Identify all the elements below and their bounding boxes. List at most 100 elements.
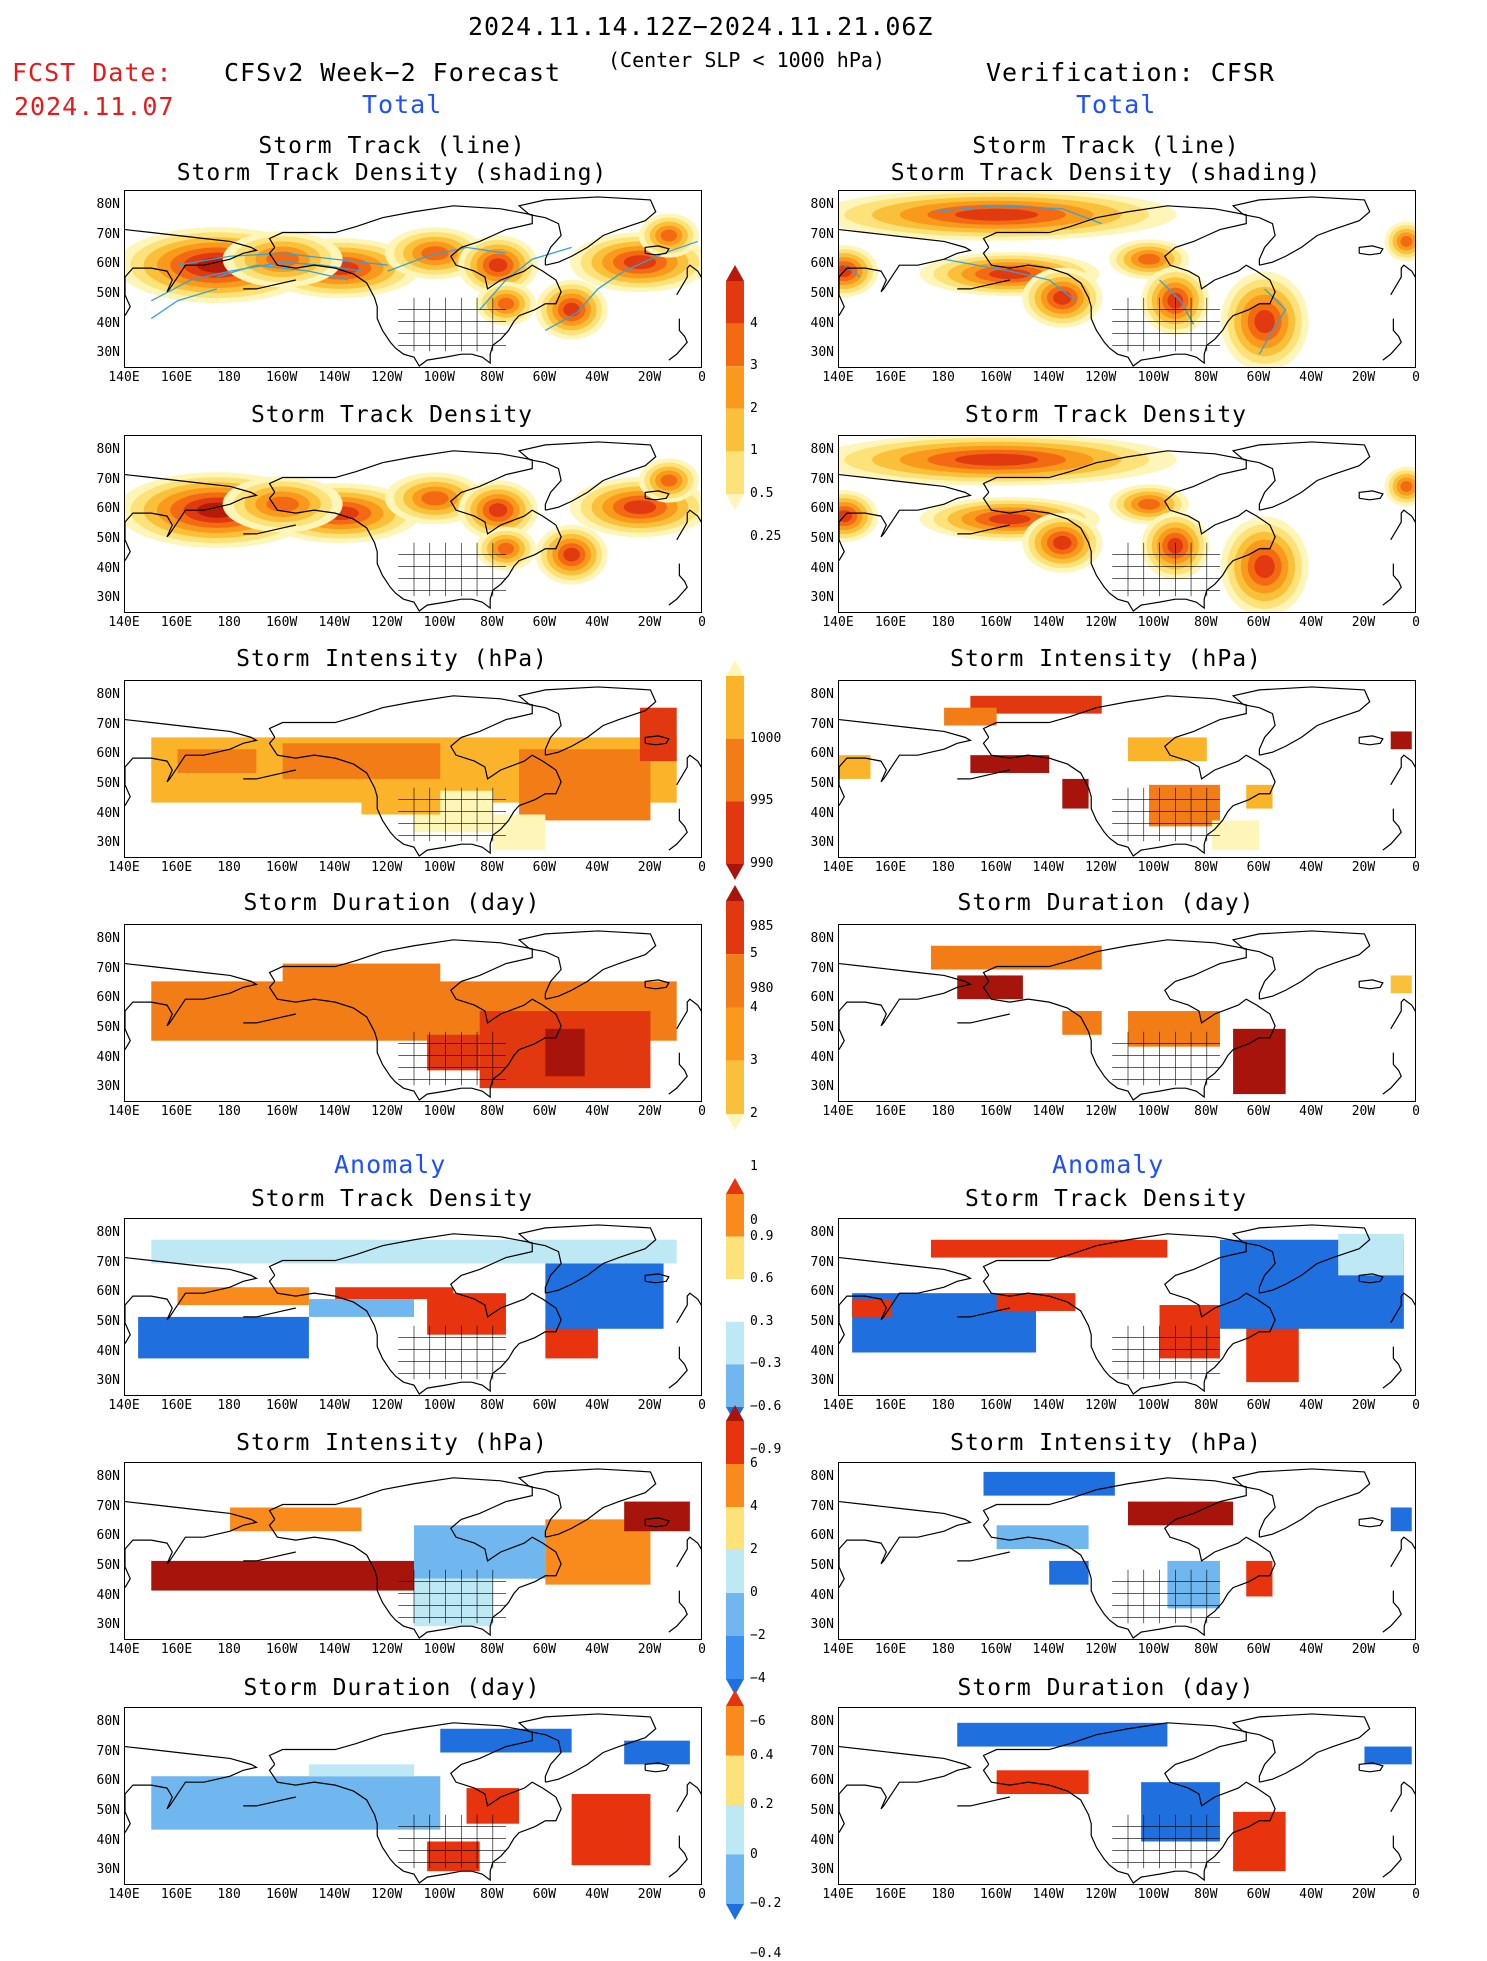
map-panel-forecast-4 [124,924,702,1102]
colorbar-label: 2 [750,1106,758,1121]
lon-tick-label: 160W [265,1398,298,1413]
map-panel-verification-6 [838,1462,1416,1640]
lon-tick-label: 180 [217,615,241,630]
colorbar-label: −2 [750,1628,766,1643]
lat-tick-label: 40N [96,1832,120,1848]
colorbar-label: −6 [750,1714,766,1729]
lon-tick-label: 0 [698,370,706,385]
lon-tick-label: 120W [371,1104,403,1119]
grid-cell [1246,1322,1299,1383]
lon-tick-label: 100W [1137,1642,1169,1657]
colorbar-label: −0.3 [750,1356,782,1372]
colorbar-label: 0.25 [750,528,782,544]
lon-tick-label: 140W [318,1104,350,1119]
colorbar-label: 3 [750,1052,758,1068]
coastline [676,509,701,541]
lat-tick-label: 40N [810,1587,834,1603]
lon-tick-label: 60W [1246,370,1271,385]
lon-tick-label: 20W [637,1642,662,1657]
lat-tick-label: 50N [96,1019,120,1035]
colorbar-swatch [726,366,744,409]
colorbar-label: 0.5 [750,486,774,501]
lon-tick-label: 0 [1412,370,1420,385]
lon-tick-label: 140E [108,1887,140,1902]
coastline [268,450,562,612]
coastline [1382,318,1402,361]
lat-tick-label: 80N [810,1713,834,1729]
lon-tick-label: 140E [108,615,140,630]
colorbar-swatch [726,864,744,880]
coastline [1358,1517,1384,1528]
grid-cell [1246,784,1273,809]
colorbar-label: 990 [750,856,774,871]
lon-tick-label: 140W [1032,370,1064,385]
colorbar-label: −0.2 [750,1896,782,1911]
coastline [982,450,1276,612]
coastline [644,245,670,256]
coastline [1231,1224,1371,1294]
coastline [1231,686,1371,756]
lon-tick-label: 180 [217,1398,241,1413]
lon-tick-label: 120W [1085,1887,1117,1902]
lat-tick-label: 80N [96,930,120,946]
coastline [1382,1835,1402,1878]
coastline [517,196,657,266]
lon-tick-label: 140E [822,1642,854,1657]
lon-tick-label: 140W [1032,1887,1064,1902]
lat-tick-label: 70N [96,471,120,487]
lon-tick-label: 160W [979,860,1012,875]
colorbar-label: 0.9 [750,1228,774,1244]
lon-tick-label: 160E [874,1104,907,1119]
coastline [982,1722,1276,1884]
lat-tick-label: 40N [810,805,834,821]
map-panel-forecast-3 [124,680,702,858]
lon-tick-label: 100W [423,1887,455,1902]
lat-tick-label: 60N [810,1284,834,1300]
lon-tick-label: 160E [160,1398,193,1413]
coastline [982,695,1276,857]
grid-cell [177,1287,309,1306]
colorbar-swatch [726,901,744,955]
lon-tick-label: 180 [217,370,241,385]
coastline [839,962,973,1050]
colorbar-swatch [726,1507,744,1550]
colorbar-label: 0.4 [750,1747,774,1763]
coastline [957,279,1010,290]
coastline [982,1477,1276,1639]
density-shading [1053,290,1072,305]
grid-cell [414,1525,546,1579]
lat-tick-label: 80N [96,686,120,702]
coastline [668,1346,688,1389]
coastline [982,205,1276,367]
colorbar-label: 2 [750,400,758,416]
fcst-date-value: 2024.11.07 [14,92,175,121]
lat-tick-label: 30N [810,1079,834,1095]
grid-cell [1167,1560,1220,1609]
lon-tick-label: 120W [371,860,403,875]
coastline [1231,930,1371,1000]
grid-cell [414,1578,493,1627]
lon-tick-label: 20W [1351,370,1376,385]
density-shading [421,491,449,506]
colorbar-swatch [726,281,744,324]
lat-tick-label: 50N [96,285,120,301]
map-panel-forecast-2 [124,435,702,613]
lon-tick-label: 120W [1085,370,1117,385]
grid-cell [1390,975,1412,994]
density-shading [266,496,299,512]
coastline [125,473,259,561]
lon-tick-label: 60W [1246,1887,1271,1902]
lon-tick-label: 40W [1299,1398,1323,1413]
lat-tick-label: 80N [810,1468,834,1484]
lon-tick-label: 160E [160,860,193,875]
coastline [676,754,701,786]
lon-tick-label: 0 [1412,1642,1420,1657]
coastline [125,718,259,806]
lon-tick-label: 160E [874,1398,907,1413]
coastline [1358,1762,1384,1773]
coastline [243,1551,296,1562]
lon-tick-label: 20W [1351,1104,1376,1119]
grid-cell [1128,1011,1220,1047]
coastline [644,1762,670,1773]
grid-cell [983,1471,1115,1496]
